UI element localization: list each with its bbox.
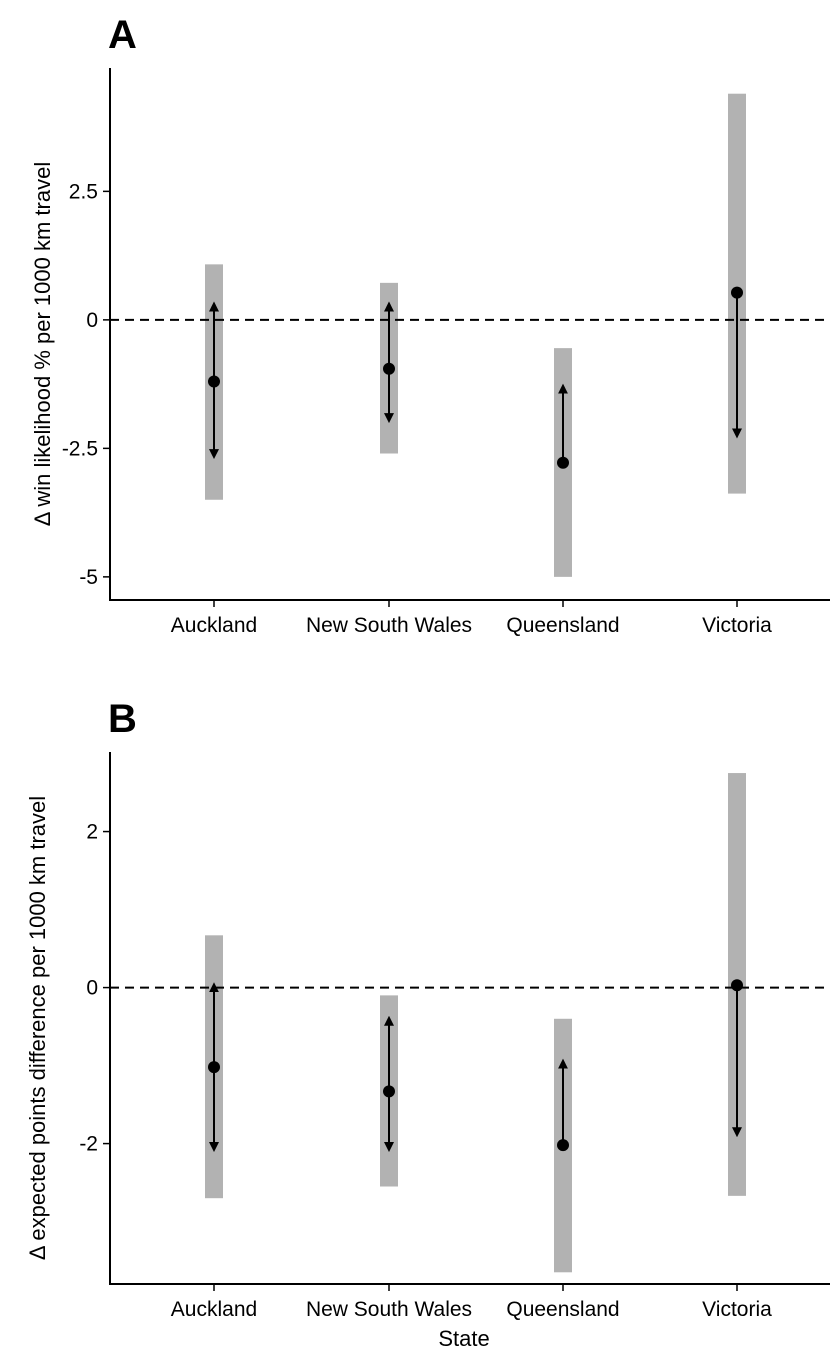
x-tick-label: Auckland	[171, 1298, 257, 1321]
panel-letter: A	[108, 13, 137, 57]
y-tick-label: -5	[79, 566, 98, 589]
point-estimate	[208, 1061, 220, 1074]
point-estimate	[731, 286, 743, 299]
x-axis-title: State	[438, 1326, 489, 1351]
point-estimate	[383, 1085, 395, 1098]
point-estimate	[383, 362, 395, 375]
x-tick-label: Victoria	[702, 614, 772, 637]
point-estimate	[731, 979, 743, 992]
y-tick-label: -2.5	[62, 437, 98, 460]
y-axis-title: Δ win likelihood % per 1000 km travel	[30, 162, 55, 526]
y-tick-label: 2.5	[69, 180, 98, 203]
x-tick-label: Queensland	[506, 614, 619, 637]
x-tick-label: New South Wales	[306, 614, 472, 637]
y-axis-title: Δ expected points difference per 1000 km…	[25, 796, 50, 1260]
point-estimate	[557, 456, 569, 469]
y-tick-label: 2	[86, 821, 98, 844]
y-tick-label: 0	[86, 977, 98, 1000]
panel-letter: B	[108, 697, 137, 741]
panel-a: A 2.5 0 -2.5 -5 Δ win likelihood % per 1000 k…	[30, 13, 830, 637]
x-tick-label: Victoria	[702, 1298, 772, 1321]
y-tick-label: -2	[79, 1133, 98, 1156]
panel-b: B 2 0 -2 Δ expected points difference per 10…	[25, 697, 830, 1351]
x-tick-label: Queensland	[506, 1298, 619, 1321]
point-estimate	[557, 1139, 569, 1152]
x-tick-label: Auckland	[171, 614, 257, 637]
y-tick-label: 0	[86, 309, 98, 332]
point-estimate	[208, 375, 220, 388]
x-tick-label: New South Wales	[306, 1298, 472, 1321]
